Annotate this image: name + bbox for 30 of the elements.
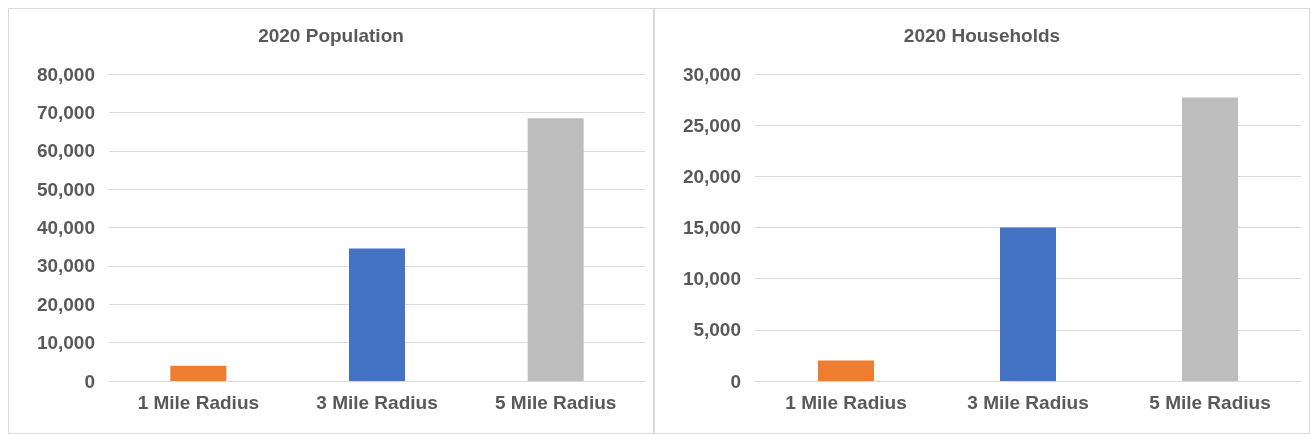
y-tick-label: 25,000 (682, 114, 741, 136)
y-tick-label: 50,000 (36, 178, 95, 200)
y-tick-label: 40,000 (36, 217, 95, 238)
bar (527, 118, 584, 381)
x-tick-label: 3 Mile Radius (316, 392, 438, 413)
y-tick-label: 10,000 (682, 268, 741, 290)
y-tick-label: 30,000 (682, 63, 741, 85)
y-tick-label: 20,000 (682, 165, 741, 187)
x-tick-label: 1 Mile Radius (785, 392, 907, 413)
y-tick-label: 15,000 (682, 217, 741, 238)
x-tick-label: 1 Mile Radius (137, 392, 260, 413)
y-tick-label: 30,000 (36, 255, 95, 277)
y-tick-label: 20,000 (36, 293, 95, 315)
y-tick-label: 0 (84, 370, 95, 392)
y-tick-label: 70,000 (36, 101, 95, 123)
chart-title: 2020 Households (903, 25, 1061, 46)
x-tick-label: 5 Mile Radius (1149, 392, 1271, 413)
chart-title: 2020 Population (258, 25, 404, 46)
bar (1000, 227, 1056, 381)
x-tick-label: 3 Mile Radius (967, 392, 1089, 413)
bar (1182, 97, 1238, 381)
y-tick-label: 80,000 (36, 63, 95, 85)
bar (349, 248, 405, 381)
bar (818, 360, 874, 381)
y-tick-label: 60,000 (36, 140, 95, 162)
y-tick-label: 10,000 (36, 332, 95, 354)
y-tick-label: 5,000 (693, 319, 741, 341)
bar (170, 365, 227, 381)
y-tick-label: 0 (730, 370, 741, 392)
x-tick-label: 5 Mile Radius (494, 392, 617, 413)
